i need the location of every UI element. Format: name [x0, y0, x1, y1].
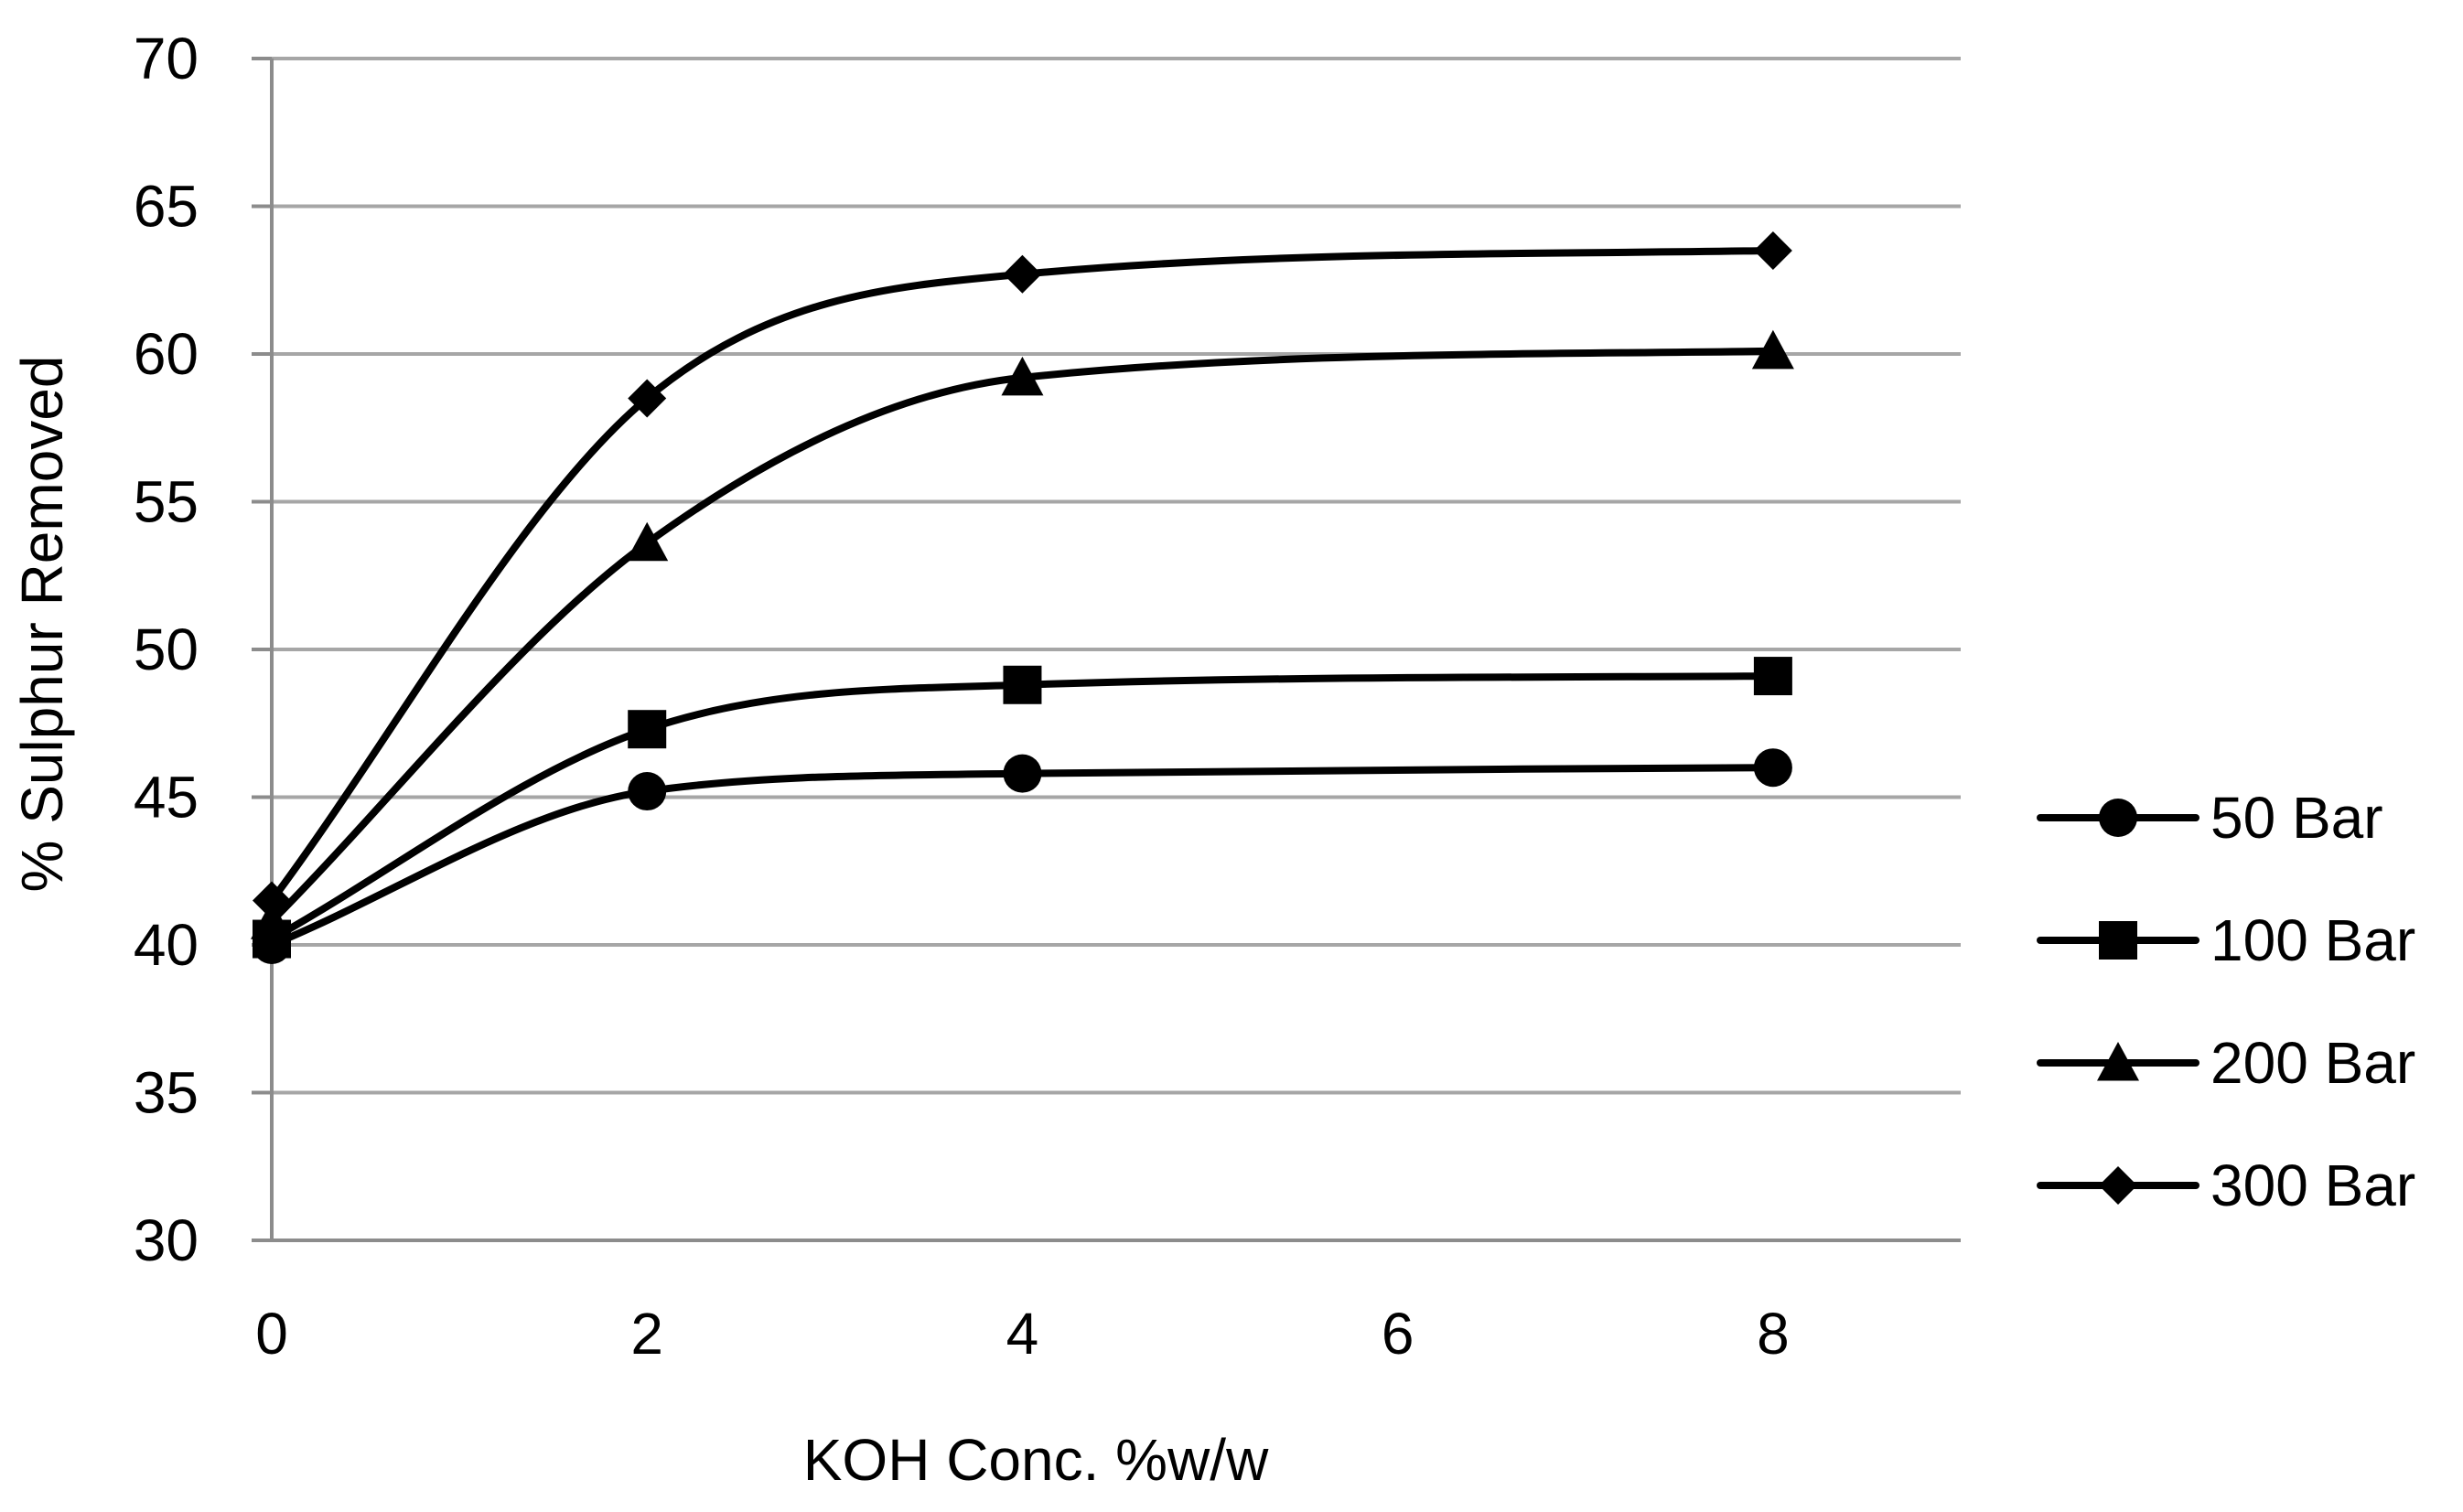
series-line-100-bar [268, 672, 1777, 943]
legend-label-300-bar: 300 Bar [2210, 1153, 2415, 1218]
y-tick-label: 50 [134, 617, 199, 682]
series-markers [251, 231, 1794, 964]
series-line-300-bar [268, 246, 1777, 905]
legend-item-100-bar: 100 Bar [2037, 907, 2415, 973]
x-tick-label: 8 [1757, 1301, 1790, 1367]
series-lines [268, 246, 1777, 949]
y-tick-label: 60 [134, 321, 199, 387]
data-point-300-bar-2 [628, 379, 667, 418]
legend-label-50-bar: 50 Bar [2210, 785, 2383, 851]
legend-item-200-bar: 200 Bar [2037, 1030, 2415, 1096]
x-tick-label: 0 [255, 1301, 288, 1367]
x-axis-title: KOH Conc. %w/w [803, 1427, 1269, 1493]
axes [252, 57, 1961, 1242]
legend-marker-50-bar [2099, 799, 2137, 837]
x-tick-label: 4 [1006, 1301, 1039, 1367]
legend-marker-100-bar [2099, 921, 2137, 960]
legend-item-300-bar: 300 Bar [2037, 1153, 2415, 1218]
data-point-300-bar-4 [1003, 254, 1042, 294]
y-tick-label: 55 [134, 469, 199, 535]
legend-marker-300-bar [2099, 1166, 2137, 1205]
y-tick-label: 45 [134, 765, 199, 831]
tick-labels: 30 35 40 45 50 55 60 65 70 0 2 4 6 8 [134, 26, 1790, 1367]
data-point-100-bar-8 [1753, 657, 1792, 696]
legend-marker-200-bar [2097, 1042, 2139, 1081]
data-point-50-bar-8 [1753, 748, 1792, 788]
data-point-50-bar-2 [628, 772, 667, 811]
data-point-300-bar-0 [253, 881, 291, 920]
data-point-300-bar-8 [1753, 231, 1792, 270]
legend: 50 Bar 100 Bar 200 Bar 300 Bar [2037, 785, 2415, 1218]
y-axis-title: % Sulphur Removed [9, 356, 75, 893]
grid-lines [272, 57, 1961, 1095]
y-tick-label: 35 [134, 1060, 199, 1126]
y-tick-label: 30 [134, 1207, 199, 1273]
data-point-200-bar-4 [1001, 356, 1044, 396]
data-point-200-bar-2 [626, 521, 669, 562]
series-line-50-bar [268, 764, 1777, 949]
legend-item-50-bar: 50 Bar [2037, 785, 2383, 851]
x-tick-label: 6 [1382, 1301, 1414, 1367]
data-point-200-bar-8 [1751, 329, 1794, 370]
series-line-200-bar [268, 347, 1777, 926]
y-tick-label: 65 [134, 174, 199, 240]
data-point-100-bar-2 [628, 710, 667, 749]
legend-label-200-bar: 200 Bar [2210, 1030, 2415, 1096]
x-tick-label: 2 [630, 1301, 663, 1367]
y-tick-label: 70 [134, 26, 199, 91]
data-point-100-bar-4 [1003, 665, 1042, 704]
legend-label-100-bar: 100 Bar [2210, 907, 2415, 973]
data-point-50-bar-4 [1003, 754, 1042, 793]
y-tick-label: 40 [134, 912, 199, 978]
